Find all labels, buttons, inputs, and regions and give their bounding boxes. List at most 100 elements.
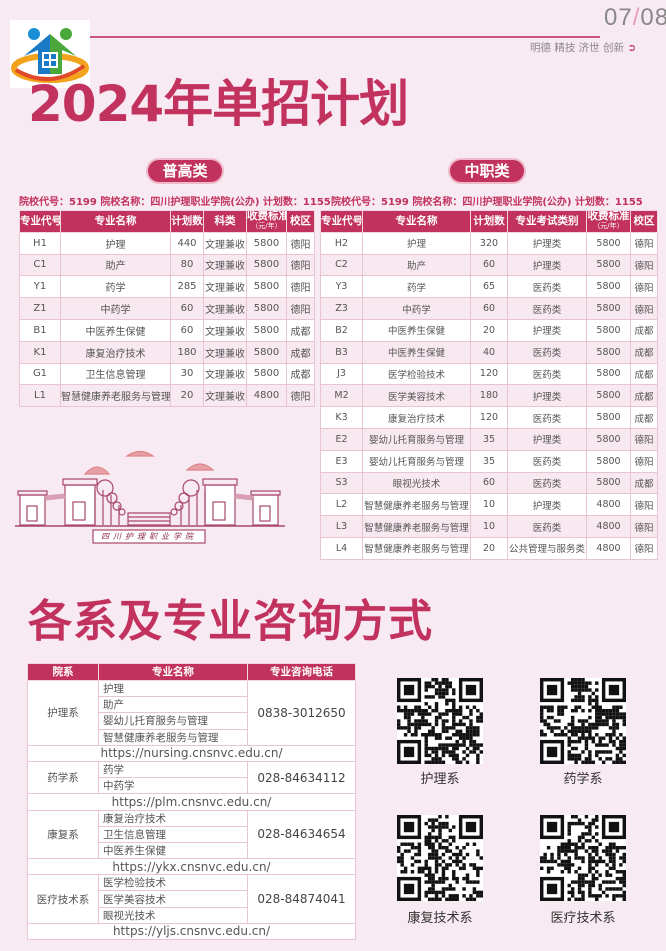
col-fee: 收费标准 （元/年）	[246, 210, 287, 233]
col-fee: 收费标准 （元/年）	[586, 210, 631, 233]
cell-name: 助产	[362, 253, 471, 277]
cell-category: 护理类	[507, 427, 587, 451]
school-logo	[10, 20, 90, 88]
cell-count: 35	[470, 449, 508, 473]
cell-name: 中医养生保健	[362, 340, 471, 364]
cell-category: 文理兼收	[203, 340, 247, 364]
cell-code: Y3	[320, 275, 363, 299]
cell-name: 眼视光技术	[362, 471, 471, 495]
circle-arrow-icon: ➲	[627, 42, 637, 54]
qr-code-rehab[interactable]	[397, 815, 483, 901]
contact-section-title: 各系及专业咨询方式	[28, 596, 433, 647]
table-row: B1 中医养生保健 60 文理兼收 5800 成都	[19, 318, 315, 342]
cell-campus: 成都	[286, 318, 315, 342]
cell-campus: 德阳	[286, 384, 315, 408]
cell-count: 120	[470, 406, 508, 429]
table-row: G1 卫生信息管理 30 文理兼收 5800 成都	[19, 362, 315, 386]
col-exam-category: 专业考试类别	[507, 210, 587, 233]
qr-code-pharmacy[interactable]	[540, 678, 626, 764]
cell-campus: 德阳	[630, 275, 658, 299]
table-row: E3 婴幼儿托育服务与管理 35 医药类 5800 德阳	[320, 449, 658, 473]
cell-category: 文理兼收	[203, 384, 247, 408]
cell-name: 医学检验技术	[362, 362, 471, 386]
cell-name: 中药学	[362, 297, 471, 320]
cell-name: 护理	[60, 231, 171, 255]
cell-category: 护理类	[507, 493, 587, 517]
page-total: 08	[640, 4, 666, 31]
table-row: 助产	[28, 696, 356, 714]
cell-category: 医药类	[507, 340, 587, 364]
col-phone: 专业咨询电话	[247, 663, 356, 681]
table-row: C2 助产 60 护理类 5800 德阳	[320, 253, 658, 277]
cell-fee: 5800	[586, 275, 631, 299]
cell-fee: 5800	[586, 318, 631, 342]
campus-gate-illustration: 四川护理职业学院	[15, 450, 315, 564]
cell-name: 智慧健康养老服务与管理	[60, 384, 171, 408]
cell-code: E3	[320, 449, 363, 473]
department-url[interactable]: https://plm.cnsnvc.edu.cn/	[27, 793, 356, 811]
vocational-plan-table: 专业代号 专业名称 计划数 专业考试类别 收费标准 （元/年） 校区 H2 护理 32…	[320, 210, 658, 560]
department-url[interactable]: https://nursing.cnsnvc.edu.cn/	[27, 744, 356, 762]
cell-campus: 成都	[630, 471, 658, 495]
cell-fee: 5800	[586, 427, 631, 451]
table-row: 中医养生保健	[28, 841, 356, 860]
table-row: E2 婴幼儿托育服务与管理 35 护理类 5800 德阳	[320, 427, 658, 451]
major-name: 卫生信息管理	[98, 825, 248, 843]
cell-code: B1	[19, 318, 61, 342]
cell-count: 180	[470, 384, 508, 408]
cell-count: 180	[170, 340, 204, 364]
cell-fee: 4800	[586, 493, 631, 517]
contact-table: 院系 专业名称 专业咨询电话 护理系 护理 0838-3012650 助产 婴幼儿托育服…	[27, 663, 356, 941]
department-url[interactable]: https://yljs.cnsnvc.edu.cn/	[27, 922, 356, 941]
cell-category: 医药类	[507, 515, 587, 538]
general-category-label: 普高类	[148, 160, 222, 182]
department-url[interactable]: https://ykx.cnsnvc.edu.cn/	[27, 858, 356, 876]
table-row: 药学系 药学 028-84634112	[27, 760, 356, 795]
cell-fee: 4800	[586, 515, 631, 538]
cell-count: 440	[170, 231, 204, 255]
table-row: 婴幼儿托育服务与管理	[28, 712, 356, 730]
major-name: 助产	[98, 696, 248, 714]
cell-code: H1	[19, 231, 61, 255]
cell-count: 10	[470, 515, 508, 538]
cell-code: S3	[320, 471, 363, 495]
major-name: 护理	[98, 679, 248, 698]
table-row: K1 康复治疗技术 180 文理兼收 5800 成都	[19, 340, 315, 364]
cell-code: B3	[320, 340, 363, 364]
qr-code-medtech[interactable]	[540, 815, 626, 901]
cell-code: C1	[19, 253, 61, 277]
col-campus: 校区	[630, 210, 658, 233]
major-name: 中药学	[98, 777, 248, 795]
cell-code: Y1	[19, 275, 61, 299]
cell-fee: 5800	[246, 340, 287, 364]
cell-category: 文理兼收	[203, 362, 247, 386]
vocational-category-label: 中职类	[450, 160, 524, 182]
col-department: 院系	[27, 663, 99, 681]
cell-code: K3	[320, 406, 363, 429]
major-name: 医学美容技术	[98, 890, 248, 908]
table-row: 医学美容技术	[28, 890, 356, 908]
table-row: L4 智慧健康养老服务与管理 20 公共管理与服务类 4800 德阳	[320, 536, 658, 560]
cell-name: 智慧健康养老服务与管理	[362, 536, 471, 560]
major-name: 中医养生保健	[98, 841, 248, 860]
cell-campus: 成都	[630, 384, 658, 408]
cell-fee: 4800	[246, 384, 287, 408]
col-campus: 校区	[286, 210, 315, 233]
cell-code: E2	[320, 427, 363, 451]
cell-campus: 德阳	[630, 297, 658, 320]
col-count: 计划数	[170, 210, 204, 233]
cell-fee: 5800	[246, 362, 287, 386]
qr-label-pharmacy: 药学系	[563, 772, 603, 787]
major-name: 婴幼儿托育服务与管理	[98, 712, 248, 730]
cell-category: 医药类	[507, 449, 587, 473]
table-row: H1 护理 440 文理兼收 5800 德阳	[19, 231, 315, 255]
phone-number: 028-84874041	[247, 874, 356, 924]
cell-category: 医药类	[507, 362, 587, 386]
qr-code-nursing[interactable]	[397, 678, 483, 764]
cell-fee: 5800	[586, 253, 631, 277]
table-row: H2 护理 320 护理类 5800 德阳	[320, 231, 658, 255]
vocational-info: 院校代号：5199 院校名称：四川护理职业学院(公办) 计划数：1155	[331, 197, 643, 208]
cell-count: 60	[470, 297, 508, 320]
cell-campus: 德阳	[630, 515, 658, 538]
cell-campus: 德阳	[630, 449, 658, 473]
